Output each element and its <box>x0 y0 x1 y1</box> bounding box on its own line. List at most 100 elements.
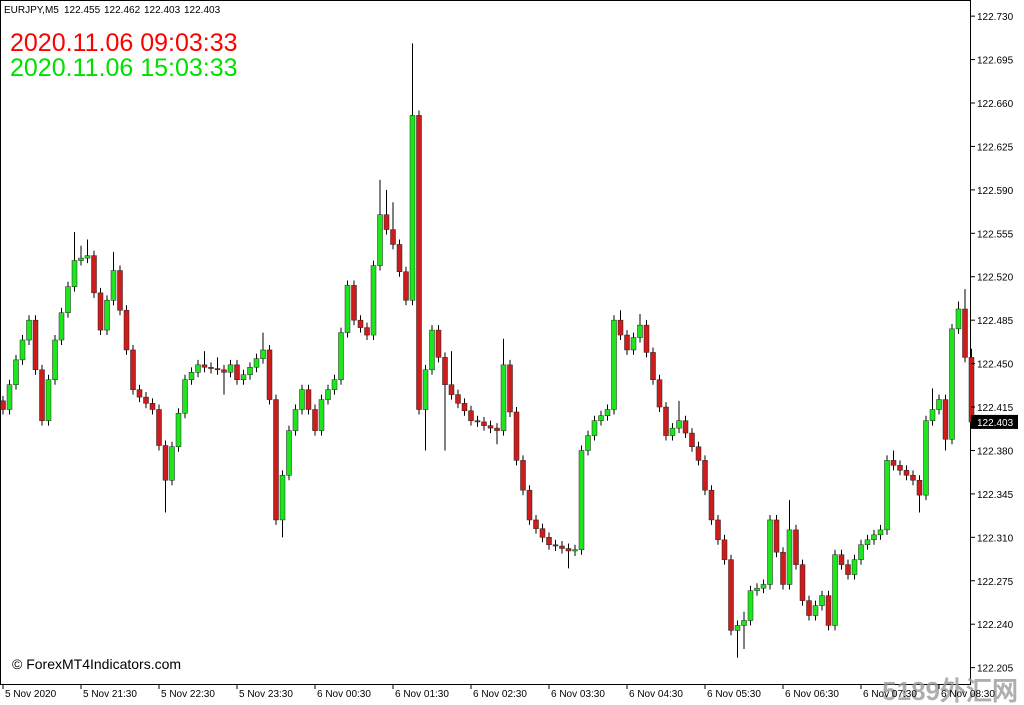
candle-body <box>923 420 929 496</box>
candle-body <box>169 446 175 481</box>
candle-body <box>747 590 754 621</box>
candle-body <box>260 349 266 359</box>
candle-body <box>312 409 318 431</box>
candle-body <box>591 420 598 436</box>
x-tick-label: 6 Nov 07:30 <box>863 689 917 700</box>
candle-body <box>377 214 383 266</box>
y-tick-label: 122.695 <box>977 56 1014 67</box>
candle-body <box>825 595 832 626</box>
candle-body <box>910 475 916 481</box>
candle-body <box>767 519 773 585</box>
candle-body <box>383 214 390 230</box>
candle-body <box>305 389 312 410</box>
candle-body <box>585 435 591 451</box>
candle-body <box>13 359 19 385</box>
candle-body <box>578 450 585 550</box>
candle-body <box>819 595 825 606</box>
candle-body <box>325 389 331 400</box>
candle-body <box>182 379 188 414</box>
candle-body <box>442 357 448 385</box>
y-tick-label: 122.660 <box>977 99 1014 110</box>
candle-body <box>760 584 767 589</box>
candle-body <box>734 625 741 631</box>
candle-body <box>520 460 526 491</box>
candle-body <box>468 410 474 421</box>
candle-body <box>448 384 455 395</box>
y-tick-label: 122.310 <box>977 533 1014 544</box>
x-tick-label: 6 Nov 05:30 <box>707 689 761 700</box>
candle-body <box>663 406 669 436</box>
candle-body <box>273 399 279 521</box>
candle-body <box>676 420 682 429</box>
y-tick-label: 122.625 <box>977 142 1014 153</box>
candle-body <box>864 539 871 546</box>
candle-body <box>162 445 169 481</box>
candle-body <box>409 115 416 301</box>
candle-body <box>858 544 864 560</box>
candle-body <box>188 372 195 380</box>
candle-body <box>39 369 45 421</box>
x-tick-label: 5 Nov 23:30 <box>239 689 293 700</box>
candle-body <box>689 432 695 447</box>
candle-body <box>643 324 650 353</box>
candle-body <box>71 260 78 287</box>
candle-body <box>559 545 565 549</box>
candle-body <box>234 364 240 380</box>
x-tick-label: 6 Nov 03:30 <box>551 689 605 700</box>
candle-body <box>351 285 357 321</box>
price-tag-label: 122.403 <box>977 418 1014 429</box>
candle-body <box>84 255 91 259</box>
candle-body <box>117 270 123 311</box>
candle-body <box>247 367 253 376</box>
candle-body <box>533 519 539 529</box>
candle-body <box>617 319 624 336</box>
candle-body <box>955 308 962 330</box>
y-tick-label: 122.555 <box>977 229 1014 240</box>
candle-body <box>429 329 435 371</box>
candle-body <box>598 415 604 421</box>
candle-body <box>370 265 377 336</box>
y-tick-label: 122.275 <box>977 577 1014 588</box>
candle-body <box>474 420 481 423</box>
candle-body <box>253 358 260 368</box>
candle-body <box>780 551 786 585</box>
candle-body <box>123 309 130 351</box>
price-tag <box>971 414 1018 429</box>
candle-body <box>832 554 838 626</box>
candle-body <box>500 364 507 431</box>
candle-body <box>455 394 461 404</box>
candle-body <box>611 319 617 410</box>
candle-body <box>572 549 578 552</box>
candle-body <box>916 479 923 496</box>
candle-body <box>539 528 546 538</box>
candle-body <box>513 411 520 461</box>
candle-body <box>851 559 858 575</box>
candle-body <box>6 384 13 410</box>
candle-body <box>143 396 149 404</box>
y-tick-label: 122.520 <box>977 273 1014 284</box>
candle-body <box>292 409 299 431</box>
candle-body <box>656 379 663 408</box>
candle-body <box>26 319 32 341</box>
candle-body <box>78 257 84 261</box>
candle-body <box>715 519 721 541</box>
header-high: 122.462 <box>104 5 141 16</box>
candle-body <box>845 564 851 575</box>
candle-body <box>786 529 793 585</box>
candle-body <box>175 412 182 447</box>
candle-body <box>929 409 936 421</box>
symbol: EURJPY,M5 <box>4 5 59 16</box>
candle-body <box>344 285 351 333</box>
time-green: 2020.11.06 15:03:33 <box>10 54 238 82</box>
candle-body <box>741 620 747 626</box>
candle-body <box>0 400 6 410</box>
candle-body <box>897 465 903 471</box>
candle-body <box>507 364 513 413</box>
x-tick-label: 6 Nov 04:30 <box>629 689 683 700</box>
time-red: 2020.11.06 09:03:33 <box>10 29 238 57</box>
candle-body <box>604 409 611 416</box>
x-tick-label: 6 Nov 01:30 <box>395 689 449 700</box>
candle-body <box>481 421 487 426</box>
candle-body <box>812 605 819 616</box>
